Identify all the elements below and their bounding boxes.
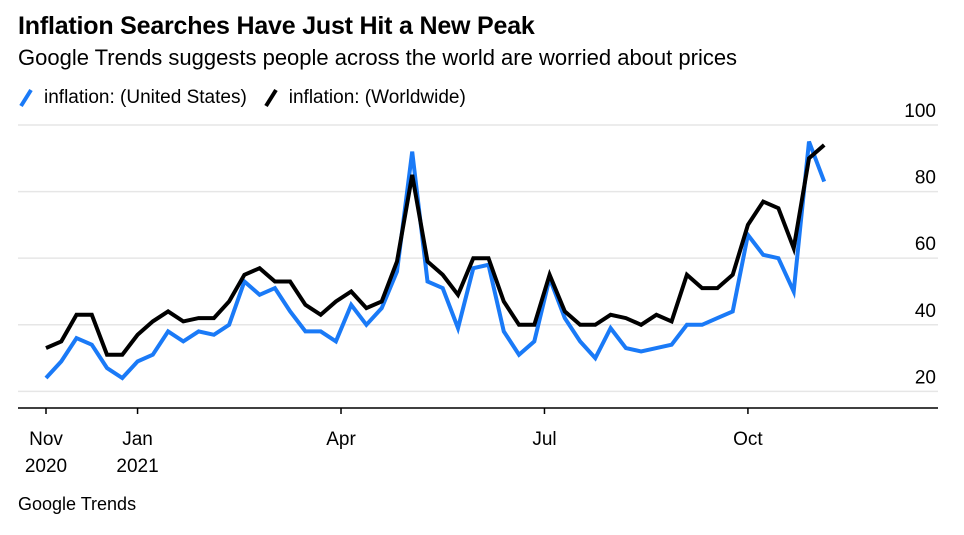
y-tick-label-20: 20	[915, 367, 936, 388]
chart-subtitle: Google Trends suggests people across the…	[18, 45, 738, 70]
x-tick-label-0: Nov	[29, 429, 63, 450]
series-line-worldwide	[45, 143, 826, 357]
y-tick-label-100: 100	[904, 101, 936, 122]
legend-item-world: inflation: (Worldwide)	[263, 87, 466, 109]
series-line-united-states	[44, 140, 827, 381]
x-tick-label-3: Jul	[532, 429, 556, 450]
x-tick-label-4: Oct	[733, 429, 763, 450]
chart-title: Inflation Searches Have Just Hit a New P…	[18, 12, 535, 40]
y-tick-label-80: 80	[915, 168, 936, 189]
y-tick-label-40: 40	[915, 301, 936, 322]
legend-swatch-world	[264, 88, 278, 108]
legend-item-us: inflation: (United States)	[18, 87, 247, 109]
legend-swatch-us-line	[19, 88, 33, 108]
x-tick-year-label-1: 2021	[116, 456, 158, 477]
legend: inflation: (United States) inflation: (W…	[18, 87, 482, 109]
legend-swatch-us	[19, 88, 33, 108]
legend-label-world: inflation: (Worldwide)	[288, 87, 466, 108]
source-note: Google Trends	[18, 494, 137, 514]
x-tick-label-1: Jan	[122, 429, 153, 450]
x-tick-year-label-0: 2020	[25, 456, 67, 477]
y-tick-label-60: 60	[915, 234, 936, 255]
legend-label-us: inflation: (United States)	[44, 87, 247, 108]
legend-swatch-world-line	[264, 88, 278, 108]
x-tick-label-2: Apr	[326, 429, 356, 450]
